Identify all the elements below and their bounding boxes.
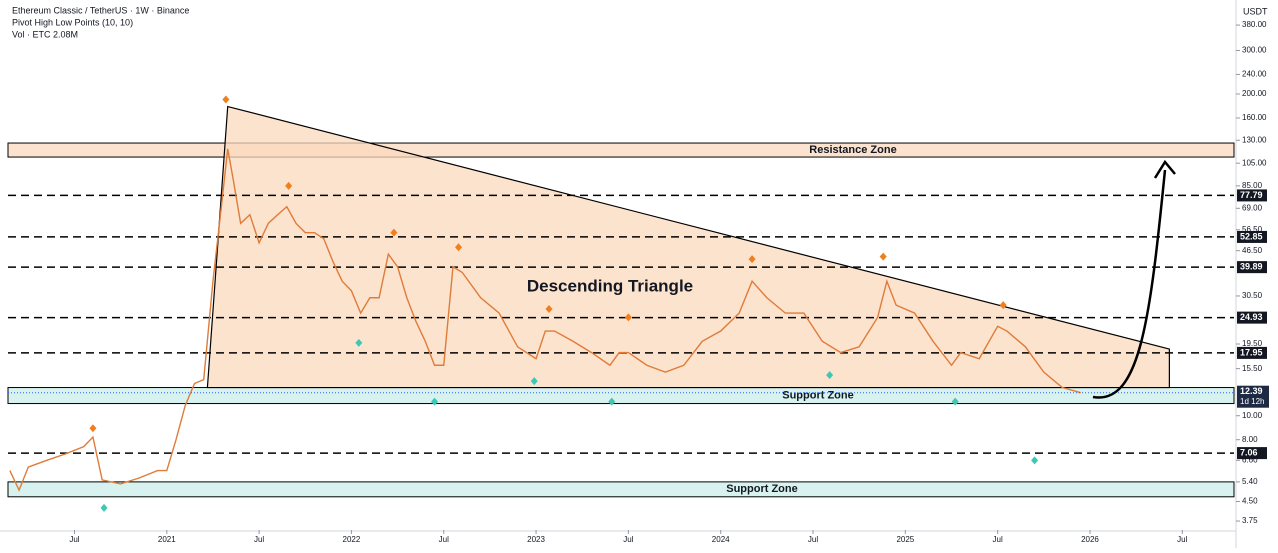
level-tag — [1237, 311, 1267, 324]
y-tick-label: 6.60 — [1242, 455, 1258, 464]
pivot-marker — [608, 397, 616, 406]
arrow-head — [1153, 159, 1176, 179]
y-tick-label: 10.00 — [1242, 411, 1263, 420]
x-tick-label: Jul — [254, 535, 264, 544]
level-label: 17.95 — [1240, 347, 1263, 357]
x-tick-label: 2024 — [712, 535, 730, 544]
pivot-marker — [624, 313, 632, 322]
y-tick-label: 200.00 — [1242, 89, 1267, 98]
zone — [7, 481, 1235, 498]
pivot-marker — [222, 95, 230, 104]
x-tick-label: 2022 — [343, 535, 361, 544]
pivot-marker — [355, 338, 363, 347]
chart-title: Ethereum Classic / TetherUS · 1W · Binan… — [12, 5, 189, 15]
x-tick-label: 2026 — [1081, 535, 1099, 544]
y-tick-label: 130.00 — [1242, 135, 1267, 144]
y-tick-label: 85.00 — [1242, 181, 1263, 190]
pivot-marker — [431, 397, 439, 406]
level-tag — [1237, 189, 1267, 202]
pattern-label: Descending Triangle — [527, 276, 693, 295]
x-tick-label: 2021 — [158, 535, 176, 544]
pivot-marker — [285, 181, 293, 190]
x-tick-label: Jul — [439, 535, 449, 544]
pivot-marker — [545, 305, 553, 314]
y-tick-label: 69.00 — [1242, 203, 1263, 212]
y-unit: USDT — [1243, 6, 1268, 16]
y-tick-label: 240.00 — [1242, 70, 1267, 79]
last-price-label: 12.39 — [1240, 386, 1263, 396]
pivot-marker — [89, 424, 97, 433]
y-tick-label: 380.00 — [1242, 20, 1267, 29]
y-tick-label: 8.00 — [1242, 435, 1258, 444]
y-tick-label: 105.00 — [1242, 158, 1267, 167]
level-tag — [1237, 447, 1267, 460]
x-tick-label: 2023 — [527, 535, 545, 544]
level-label: 52.85 — [1240, 231, 1263, 241]
level-tag — [1237, 346, 1267, 359]
pivot-marker — [951, 397, 959, 406]
price-line — [9, 148, 1081, 492]
price-tag — [1237, 385, 1269, 408]
y-tick-label: 30.50 — [1242, 291, 1263, 300]
pivot-marker — [1031, 456, 1039, 465]
y-tick-label: 19.50 — [1242, 339, 1263, 348]
zone-label: Support Zone — [726, 483, 798, 495]
pivot-marker — [390, 228, 398, 237]
pivot-marker — [999, 301, 1007, 310]
pivot-marker — [530, 377, 538, 386]
x-tick-label: Jul — [623, 535, 633, 544]
level-label: 24.93 — [1240, 312, 1263, 322]
level-label: 77.79 — [1240, 190, 1263, 200]
y-tick-label: 4.50 — [1242, 497, 1258, 506]
x-tick-label: Jul — [993, 535, 1003, 544]
x-tick-label: 2025 — [896, 535, 914, 544]
x-tick-label: Jul — [808, 535, 818, 544]
zone-label: Support Zone — [782, 389, 854, 401]
level-label: 7.06 — [1240, 447, 1258, 457]
y-tick-label: 5.40 — [1242, 477, 1258, 486]
level-tag — [1237, 230, 1267, 243]
indicator-label: Pivot High Low Points (10, 10) — [12, 17, 133, 27]
projection-arrow — [1092, 169, 1167, 399]
x-tick-label: Jul — [69, 535, 79, 544]
pivot-marker — [748, 255, 756, 264]
level-tag — [1237, 261, 1267, 274]
indicator-label: Vol · ETC 2.08M — [12, 29, 78, 39]
y-tick-label: 46.50 — [1242, 246, 1263, 255]
zone — [7, 142, 1235, 158]
zone-label: Resistance Zone — [809, 144, 896, 156]
pivot-marker — [879, 252, 887, 261]
level-label: 39.89 — [1240, 262, 1263, 272]
y-tick-label: 3.75 — [1242, 516, 1258, 525]
y-tick-label: 56.50 — [1242, 225, 1263, 234]
countdown-label: 1d 12h — [1240, 397, 1264, 406]
y-tick-label: 15.50 — [1242, 364, 1263, 373]
y-tick-label: 300.00 — [1242, 46, 1267, 55]
x-tick-label: Jul — [1177, 535, 1187, 544]
y-tick-label: 160.00 — [1242, 113, 1267, 122]
pivot-marker — [100, 503, 108, 512]
pivot-marker — [455, 243, 463, 252]
pivot-marker — [826, 371, 834, 380]
